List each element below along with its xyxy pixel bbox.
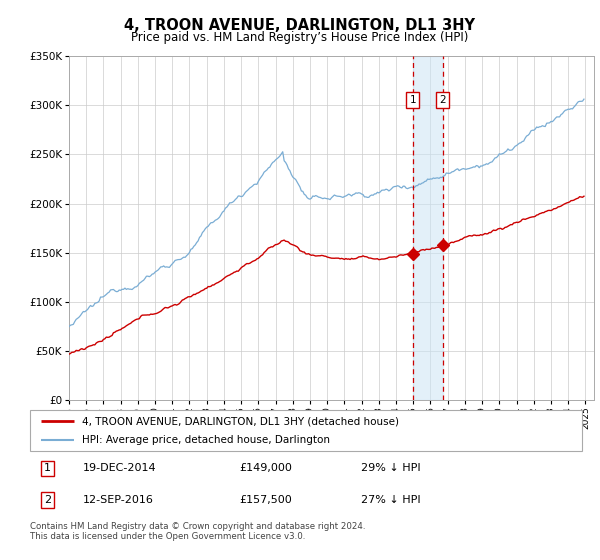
Text: 19-DEC-2014: 19-DEC-2014 [82,464,156,473]
Text: HPI: Average price, detached house, Darlington: HPI: Average price, detached house, Darl… [82,435,331,445]
Text: 2: 2 [439,95,446,105]
Text: £157,500: £157,500 [240,495,293,505]
FancyBboxPatch shape [30,410,582,451]
Text: 29% ↓ HPI: 29% ↓ HPI [361,464,421,473]
Text: 1: 1 [409,95,416,105]
Text: 2: 2 [44,495,51,505]
Text: 27% ↓ HPI: 27% ↓ HPI [361,495,421,505]
Text: 4, TROON AVENUE, DARLINGTON, DL1 3HY (detached house): 4, TROON AVENUE, DARLINGTON, DL1 3HY (de… [82,417,400,426]
Text: 12-SEP-2016: 12-SEP-2016 [82,495,154,505]
Text: Contains HM Land Registry data © Crown copyright and database right 2024.
This d: Contains HM Land Registry data © Crown c… [30,522,365,542]
Text: Price paid vs. HM Land Registry’s House Price Index (HPI): Price paid vs. HM Land Registry’s House … [131,31,469,44]
Bar [413,56,443,400]
Text: £149,000: £149,000 [240,464,293,473]
Text: 4, TROON AVENUE, DARLINGTON, DL1 3HY: 4, TROON AVENUE, DARLINGTON, DL1 3HY [125,18,476,33]
Text: 1: 1 [44,464,51,473]
